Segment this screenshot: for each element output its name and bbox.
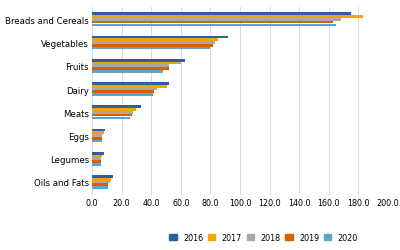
Bar bbox=[92, 13, 351, 16]
Bar bbox=[92, 163, 101, 166]
Bar bbox=[92, 36, 228, 39]
Bar bbox=[92, 132, 104, 134]
Bar bbox=[92, 39, 218, 42]
Bar bbox=[92, 138, 102, 140]
Bar bbox=[92, 112, 134, 114]
Bar bbox=[92, 86, 168, 88]
Bar bbox=[92, 184, 108, 186]
Bar bbox=[92, 140, 102, 143]
Bar bbox=[92, 19, 341, 22]
Bar bbox=[92, 60, 185, 62]
Bar bbox=[92, 94, 153, 96]
Bar bbox=[92, 117, 130, 120]
Bar bbox=[92, 158, 101, 160]
Bar bbox=[92, 48, 210, 50]
Bar bbox=[92, 65, 169, 68]
Bar bbox=[92, 152, 104, 155]
Bar bbox=[92, 178, 111, 181]
Bar bbox=[92, 181, 110, 184]
Bar bbox=[92, 83, 169, 86]
Bar bbox=[92, 71, 163, 74]
Bar bbox=[92, 68, 169, 70]
Bar bbox=[92, 45, 213, 48]
Bar bbox=[92, 176, 113, 178]
Legend: 2016, 2017, 2018, 2019, 2020: 2016, 2017, 2018, 2019, 2020 bbox=[169, 233, 358, 242]
Bar bbox=[92, 135, 102, 137]
Bar bbox=[92, 16, 363, 19]
Bar bbox=[92, 24, 336, 27]
Bar bbox=[92, 160, 101, 163]
Bar bbox=[92, 155, 102, 158]
Bar bbox=[92, 114, 132, 117]
Bar bbox=[92, 106, 141, 108]
Bar bbox=[92, 42, 215, 45]
Bar bbox=[92, 62, 181, 65]
Bar bbox=[92, 186, 108, 189]
Bar bbox=[92, 22, 333, 24]
Bar bbox=[92, 88, 157, 91]
Bar bbox=[92, 129, 105, 132]
Bar bbox=[92, 91, 154, 94]
Bar bbox=[92, 109, 136, 111]
